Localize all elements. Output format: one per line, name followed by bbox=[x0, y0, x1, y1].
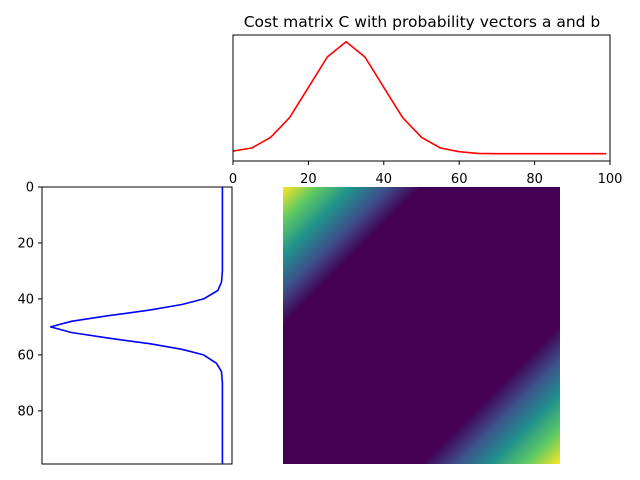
x-tick-label: 0 bbox=[229, 172, 237, 187]
y-tick-label: 40 bbox=[17, 292, 34, 307]
chart-title: Cost matrix C with probability vectors a… bbox=[244, 13, 601, 31]
top-chart-panel: Cost matrix C with probability vectors a… bbox=[229, 13, 623, 187]
y-tick-label: 60 bbox=[17, 348, 34, 363]
top-axes-frame bbox=[232, 34, 611, 162]
series-b-line bbox=[49, 187, 224, 464]
left-chart-panel: 0 20 40 60 80 bbox=[17, 181, 233, 465]
top-series-group bbox=[232, 40, 607, 155]
x-tick-label: 60 bbox=[451, 172, 468, 187]
x-tick-label: 40 bbox=[376, 172, 393, 187]
left-axes-frame bbox=[41, 186, 233, 465]
x-tick-label: 20 bbox=[300, 172, 317, 187]
left-y-ticks: 0 20 40 60 80 bbox=[17, 181, 42, 419]
heatmap-panel bbox=[283, 187, 560, 464]
y-tick-label: 0 bbox=[26, 181, 34, 196]
left-series-group bbox=[49, 187, 224, 464]
y-tick-label: 80 bbox=[17, 404, 34, 419]
cost-matrix-heatmap bbox=[283, 187, 560, 464]
series-a-line bbox=[232, 40, 607, 155]
top-x-ticks: 0 20 40 60 80 100 bbox=[229, 161, 623, 187]
x-tick-label: 80 bbox=[526, 172, 543, 187]
x-tick-label: 100 bbox=[598, 172, 623, 187]
y-tick-label: 20 bbox=[17, 236, 34, 251]
